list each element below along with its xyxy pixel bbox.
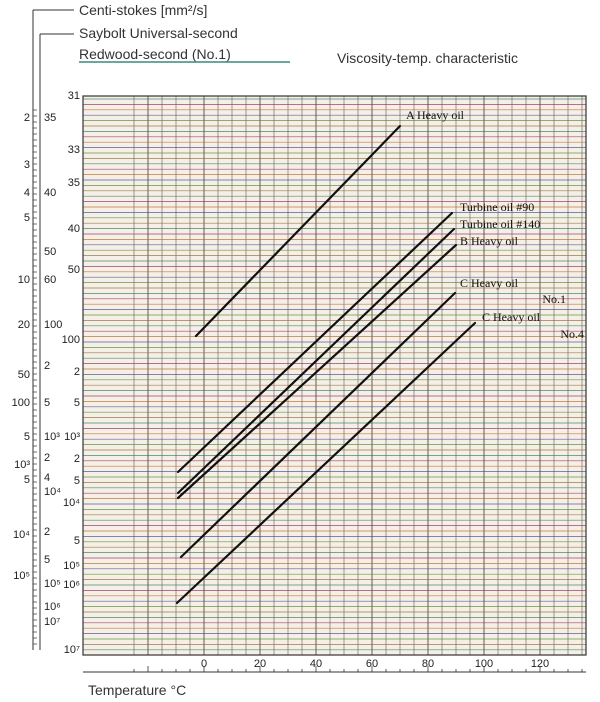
redwood-tick-label: 10⁶	[63, 579, 80, 591]
redwood-tick-label: 10³	[64, 431, 80, 443]
saybolt-tick-label: 10³	[44, 431, 60, 443]
saybolt-tick-label: 5	[44, 397, 50, 409]
x-tick-label: 60	[366, 658, 378, 670]
saybolt-tick-label: 40	[44, 187, 56, 199]
redwood-tick-label: 35	[68, 177, 80, 189]
centistokes-tick-label: 20	[18, 319, 30, 331]
centistokes-tick-label: 10	[18, 274, 30, 286]
saybolt-tick-label: 60	[44, 274, 56, 286]
saybolt-tick-label: 10⁴	[44, 486, 61, 498]
x-tick-label: 0	[201, 658, 207, 670]
redwood-tick-label: 2	[74, 366, 80, 378]
redwood-tick-label: 5	[74, 475, 80, 487]
redwood-tick-label: 5	[74, 397, 80, 409]
series-label: B Heavy oil	[460, 234, 519, 248]
series-line	[179, 291, 457, 559]
series-line	[176, 227, 456, 495]
centistokes-tick-label: 100	[12, 397, 30, 409]
series-label: No.1	[542, 292, 566, 306]
x-tick-label: 20	[254, 658, 266, 670]
redwood-tick-label: 40	[68, 223, 80, 235]
series-line	[176, 211, 454, 474]
saybolt-tick-label: 100	[44, 319, 62, 331]
saybolt-tick-label: 10⁶	[44, 601, 61, 613]
saybolt-scale-label: Saybolt Universal-second	[79, 25, 238, 41]
plot-frame	[82, 95, 587, 656]
redwood-tick-label: 33	[68, 144, 80, 156]
redwood-tick-label: 10⁷	[64, 644, 80, 656]
saybolt-tick-label: 50	[44, 246, 56, 258]
centistokes-tick-label: 5	[24, 431, 30, 443]
series-label: C Heavy oil	[460, 276, 519, 290]
saybolt-tick-label: 2	[44, 452, 50, 464]
x-tick-label: 40	[310, 658, 322, 670]
series-label: C Heavy oil	[482, 310, 541, 324]
centistokes-tick-label: 10³	[14, 459, 30, 471]
centistokes-tick-label: 4	[24, 187, 30, 199]
chart-title: Viscosity-temp. characteristic	[337, 50, 519, 66]
saybolt-tick-label: 2	[44, 360, 50, 372]
centistokes-tick-label: 10⁴	[13, 529, 30, 541]
saybolt-tick-label: 2	[44, 526, 50, 538]
x-axis-label: Temperature °C	[88, 682, 187, 698]
series-line	[176, 243, 458, 500]
redwood-tick-label: 10⁴	[63, 497, 80, 509]
centistokes-tick-label: 50	[18, 369, 30, 381]
x-tick-label: 100	[475, 658, 493, 670]
centistokes-tick-label: 10⁵	[13, 570, 30, 582]
centistokes-tick-label: 2	[24, 112, 30, 124]
centistokes-tick-label: 5	[24, 212, 30, 224]
redwood-scale-label: Redwood-second (No.1)	[79, 46, 231, 62]
centistokes-tick-label: 3	[24, 159, 30, 171]
series-label: No.4	[560, 327, 584, 341]
redwood-tick-label: 5	[74, 535, 80, 547]
centistokes-scale-label: Centi-stokes [mm²/s]	[79, 2, 208, 18]
saybolt-tick-label: 35	[44, 112, 56, 124]
series-label: Turbine oil #140	[460, 217, 540, 231]
saybolt-tick-label: 10⁵	[44, 578, 61, 590]
redwood-tick-label: 10⁵	[63, 560, 80, 572]
redwood-tick-label: 50	[68, 264, 80, 276]
series-label: Turbine oil #90	[460, 200, 534, 214]
saybolt-tick-label: 10⁷	[44, 616, 60, 628]
plot-area	[83, 96, 586, 655]
series-label: A Heavy oil	[406, 108, 465, 122]
x-tick-label: 80	[422, 658, 434, 670]
saybolt-tick-label: 5	[44, 554, 50, 566]
redwood-tick-label: 2	[74, 453, 80, 465]
saybolt-tick-label: 4	[44, 472, 50, 484]
redwood-tick-label: 31	[68, 90, 80, 102]
series-line	[175, 321, 477, 605]
series-line	[194, 124, 402, 338]
x-tick-label: 120	[531, 658, 549, 670]
redwood-tick-label: 100	[62, 334, 80, 346]
centistokes-tick-label: 5	[24, 474, 30, 486]
